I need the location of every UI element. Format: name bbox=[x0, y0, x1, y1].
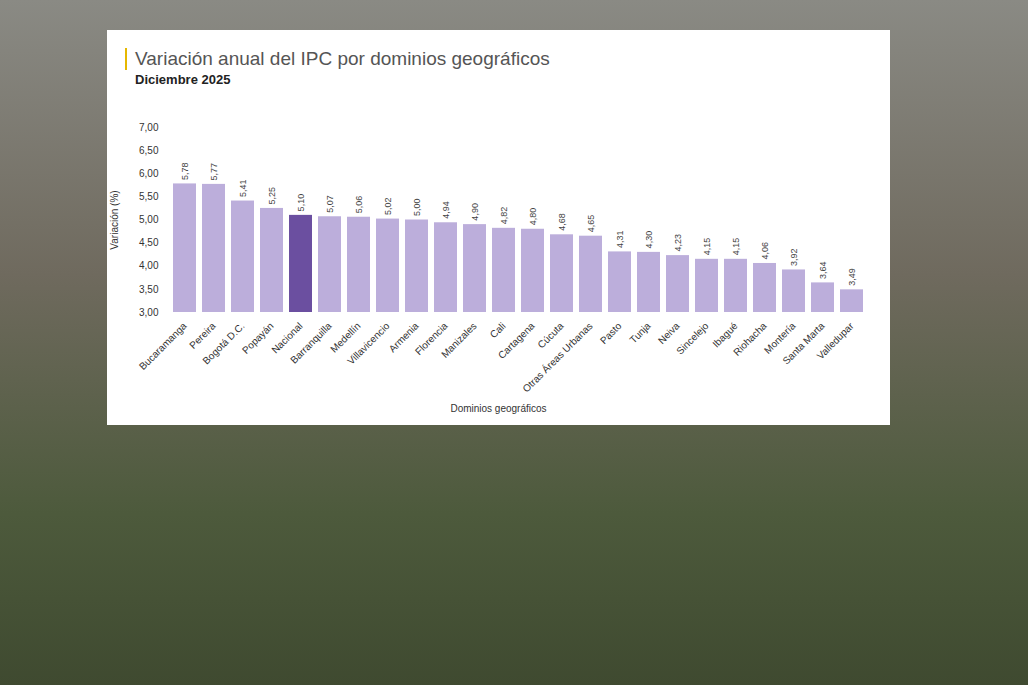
svg-text:Bucaramanga: Bucaramanga bbox=[137, 320, 189, 372]
svg-text:5,10: 5,10 bbox=[296, 194, 306, 212]
svg-text:Riohacha: Riohacha bbox=[731, 320, 769, 358]
svg-text:5,78: 5,78 bbox=[180, 162, 190, 180]
svg-text:Popayán: Popayán bbox=[240, 320, 276, 356]
svg-text:5,77: 5,77 bbox=[209, 163, 219, 181]
svg-text:6,00: 6,00 bbox=[139, 168, 159, 179]
svg-text:5,00: 5,00 bbox=[412, 198, 422, 216]
svg-text:3,64: 3,64 bbox=[818, 261, 828, 279]
svg-text:Cartagena: Cartagena bbox=[496, 320, 537, 361]
svg-text:Pereira: Pereira bbox=[187, 320, 218, 351]
svg-text:4,06: 4,06 bbox=[760, 242, 770, 260]
svg-text:4,30: 4,30 bbox=[644, 231, 654, 249]
svg-text:4,50: 4,50 bbox=[139, 237, 159, 248]
svg-text:Cúcuta: Cúcuta bbox=[535, 320, 566, 351]
svg-text:Montería: Montería bbox=[762, 320, 798, 356]
svg-text:Variación (%): Variación (%) bbox=[109, 190, 120, 249]
svg-text:4,90: 4,90 bbox=[470, 203, 480, 221]
svg-text:5,07: 5,07 bbox=[325, 195, 335, 213]
svg-text:4,82: 4,82 bbox=[499, 207, 509, 225]
html-text:Dominios geográficos: Dominios geográficos bbox=[450, 403, 547, 414]
svg-text:Cali: Cali bbox=[488, 320, 508, 340]
svg-text:Otras Áreas Urbanas: Otras Áreas Urbanas bbox=[520, 320, 595, 395]
svg-text:Armenia: Armenia bbox=[386, 320, 421, 355]
svg-text:Sincelejo: Sincelejo bbox=[674, 320, 711, 357]
svg-text:Pasto: Pasto bbox=[598, 320, 624, 346]
svg-text:Manizales: Manizales bbox=[439, 320, 479, 360]
svg-text:Ibagué: Ibagué bbox=[710, 320, 740, 350]
svg-text:5,02: 5,02 bbox=[383, 198, 393, 216]
svg-text:4,65: 4,65 bbox=[586, 215, 596, 233]
svg-text:3,00: 3,00 bbox=[139, 307, 159, 318]
svg-text:Barranquilla: Barranquilla bbox=[288, 320, 334, 366]
svg-text:Villavicencio: Villavicencio bbox=[345, 320, 392, 367]
svg-text:4,00: 4,00 bbox=[139, 260, 159, 271]
svg-text:4,15: 4,15 bbox=[731, 238, 741, 256]
svg-text:4,68: 4,68 bbox=[557, 213, 567, 231]
svg-text:3,50: 3,50 bbox=[139, 284, 159, 295]
svg-text:5,41: 5,41 bbox=[238, 180, 248, 198]
svg-text:4,80: 4,80 bbox=[528, 208, 538, 226]
svg-text:7,00: 7,00 bbox=[139, 122, 159, 133]
svg-text:Tunja: Tunja bbox=[627, 320, 653, 346]
svg-text:3,92: 3,92 bbox=[789, 248, 799, 266]
svg-text:Nacional: Nacional bbox=[269, 320, 305, 356]
svg-text:6,50: 6,50 bbox=[139, 145, 159, 156]
svg-text:4,31: 4,31 bbox=[615, 230, 625, 248]
html-text:Diciembre 2025: Diciembre 2025 bbox=[135, 72, 231, 87]
svg-text:Bogotá D.C.: Bogotá D.C. bbox=[200, 320, 246, 366]
svg-text:Neiva: Neiva bbox=[656, 320, 682, 346]
svg-text:4,94: 4,94 bbox=[441, 201, 451, 219]
svg-text:Valledupar: Valledupar bbox=[815, 320, 857, 362]
svg-text:5,50: 5,50 bbox=[139, 191, 159, 202]
svg-text:Santa Marta: Santa Marta bbox=[780, 320, 827, 367]
svg-text:4,15: 4,15 bbox=[702, 238, 712, 256]
svg-text:4,23: 4,23 bbox=[673, 234, 683, 252]
html-text:Variación anual del IPC por do: Variación anual del IPC por dominios geo… bbox=[135, 48, 550, 69]
svg-text:5,06: 5,06 bbox=[354, 196, 364, 214]
svg-text:Medellín: Medellín bbox=[328, 320, 363, 355]
svg-text:5,00: 5,00 bbox=[139, 214, 159, 225]
svg-text:3,49: 3,49 bbox=[847, 268, 857, 286]
svg-text:5,25: 5,25 bbox=[267, 187, 277, 205]
svg-text:Florencia: Florencia bbox=[412, 320, 450, 358]
